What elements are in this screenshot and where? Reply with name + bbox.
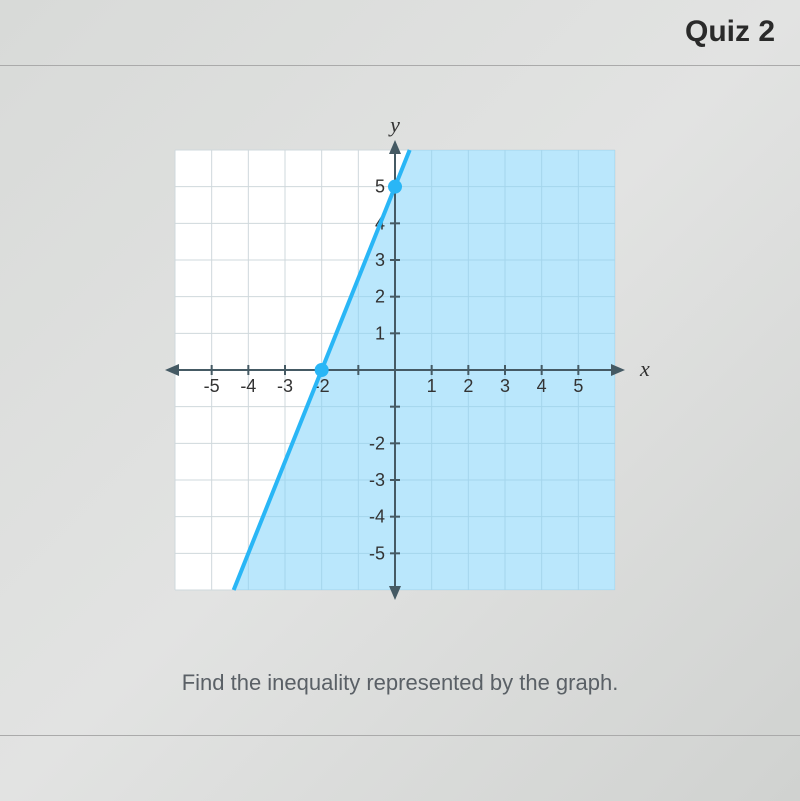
x-tick-label: 5 [573, 376, 583, 396]
inequality-graph: -5-4-3-21234512345-2-3-4-5xy [135, 110, 665, 640]
bottom-divider [0, 735, 800, 736]
question-prompt: Find the inequality represented by the g… [0, 670, 800, 696]
x-tick-label: -4 [240, 376, 256, 396]
y-tick-label: 3 [375, 250, 385, 270]
y-tick-label: -4 [369, 507, 385, 527]
line-marker [315, 363, 329, 377]
top-divider [0, 65, 800, 66]
y-tick-label: -3 [369, 470, 385, 490]
y-axis-label: y [388, 112, 400, 137]
x-tick-label: 2 [463, 376, 473, 396]
x-tick-label: -5 [204, 376, 220, 396]
x-tick-label: -3 [277, 376, 293, 396]
graph-container: -5-4-3-21234512345-2-3-4-5xy [135, 110, 665, 640]
x-axis-label: x [639, 356, 650, 381]
line-marker [388, 180, 402, 194]
x-tick-label: 4 [537, 376, 547, 396]
y-tick-label: -5 [369, 543, 385, 563]
y-tick-label: 5 [375, 177, 385, 197]
x-tick-label: 1 [427, 376, 437, 396]
quiz-title: Quiz 2 [685, 15, 775, 49]
y-tick-label: 2 [375, 287, 385, 307]
y-tick-label: -2 [369, 433, 385, 453]
x-tick-label: 3 [500, 376, 510, 396]
y-tick-label: 1 [375, 323, 385, 343]
